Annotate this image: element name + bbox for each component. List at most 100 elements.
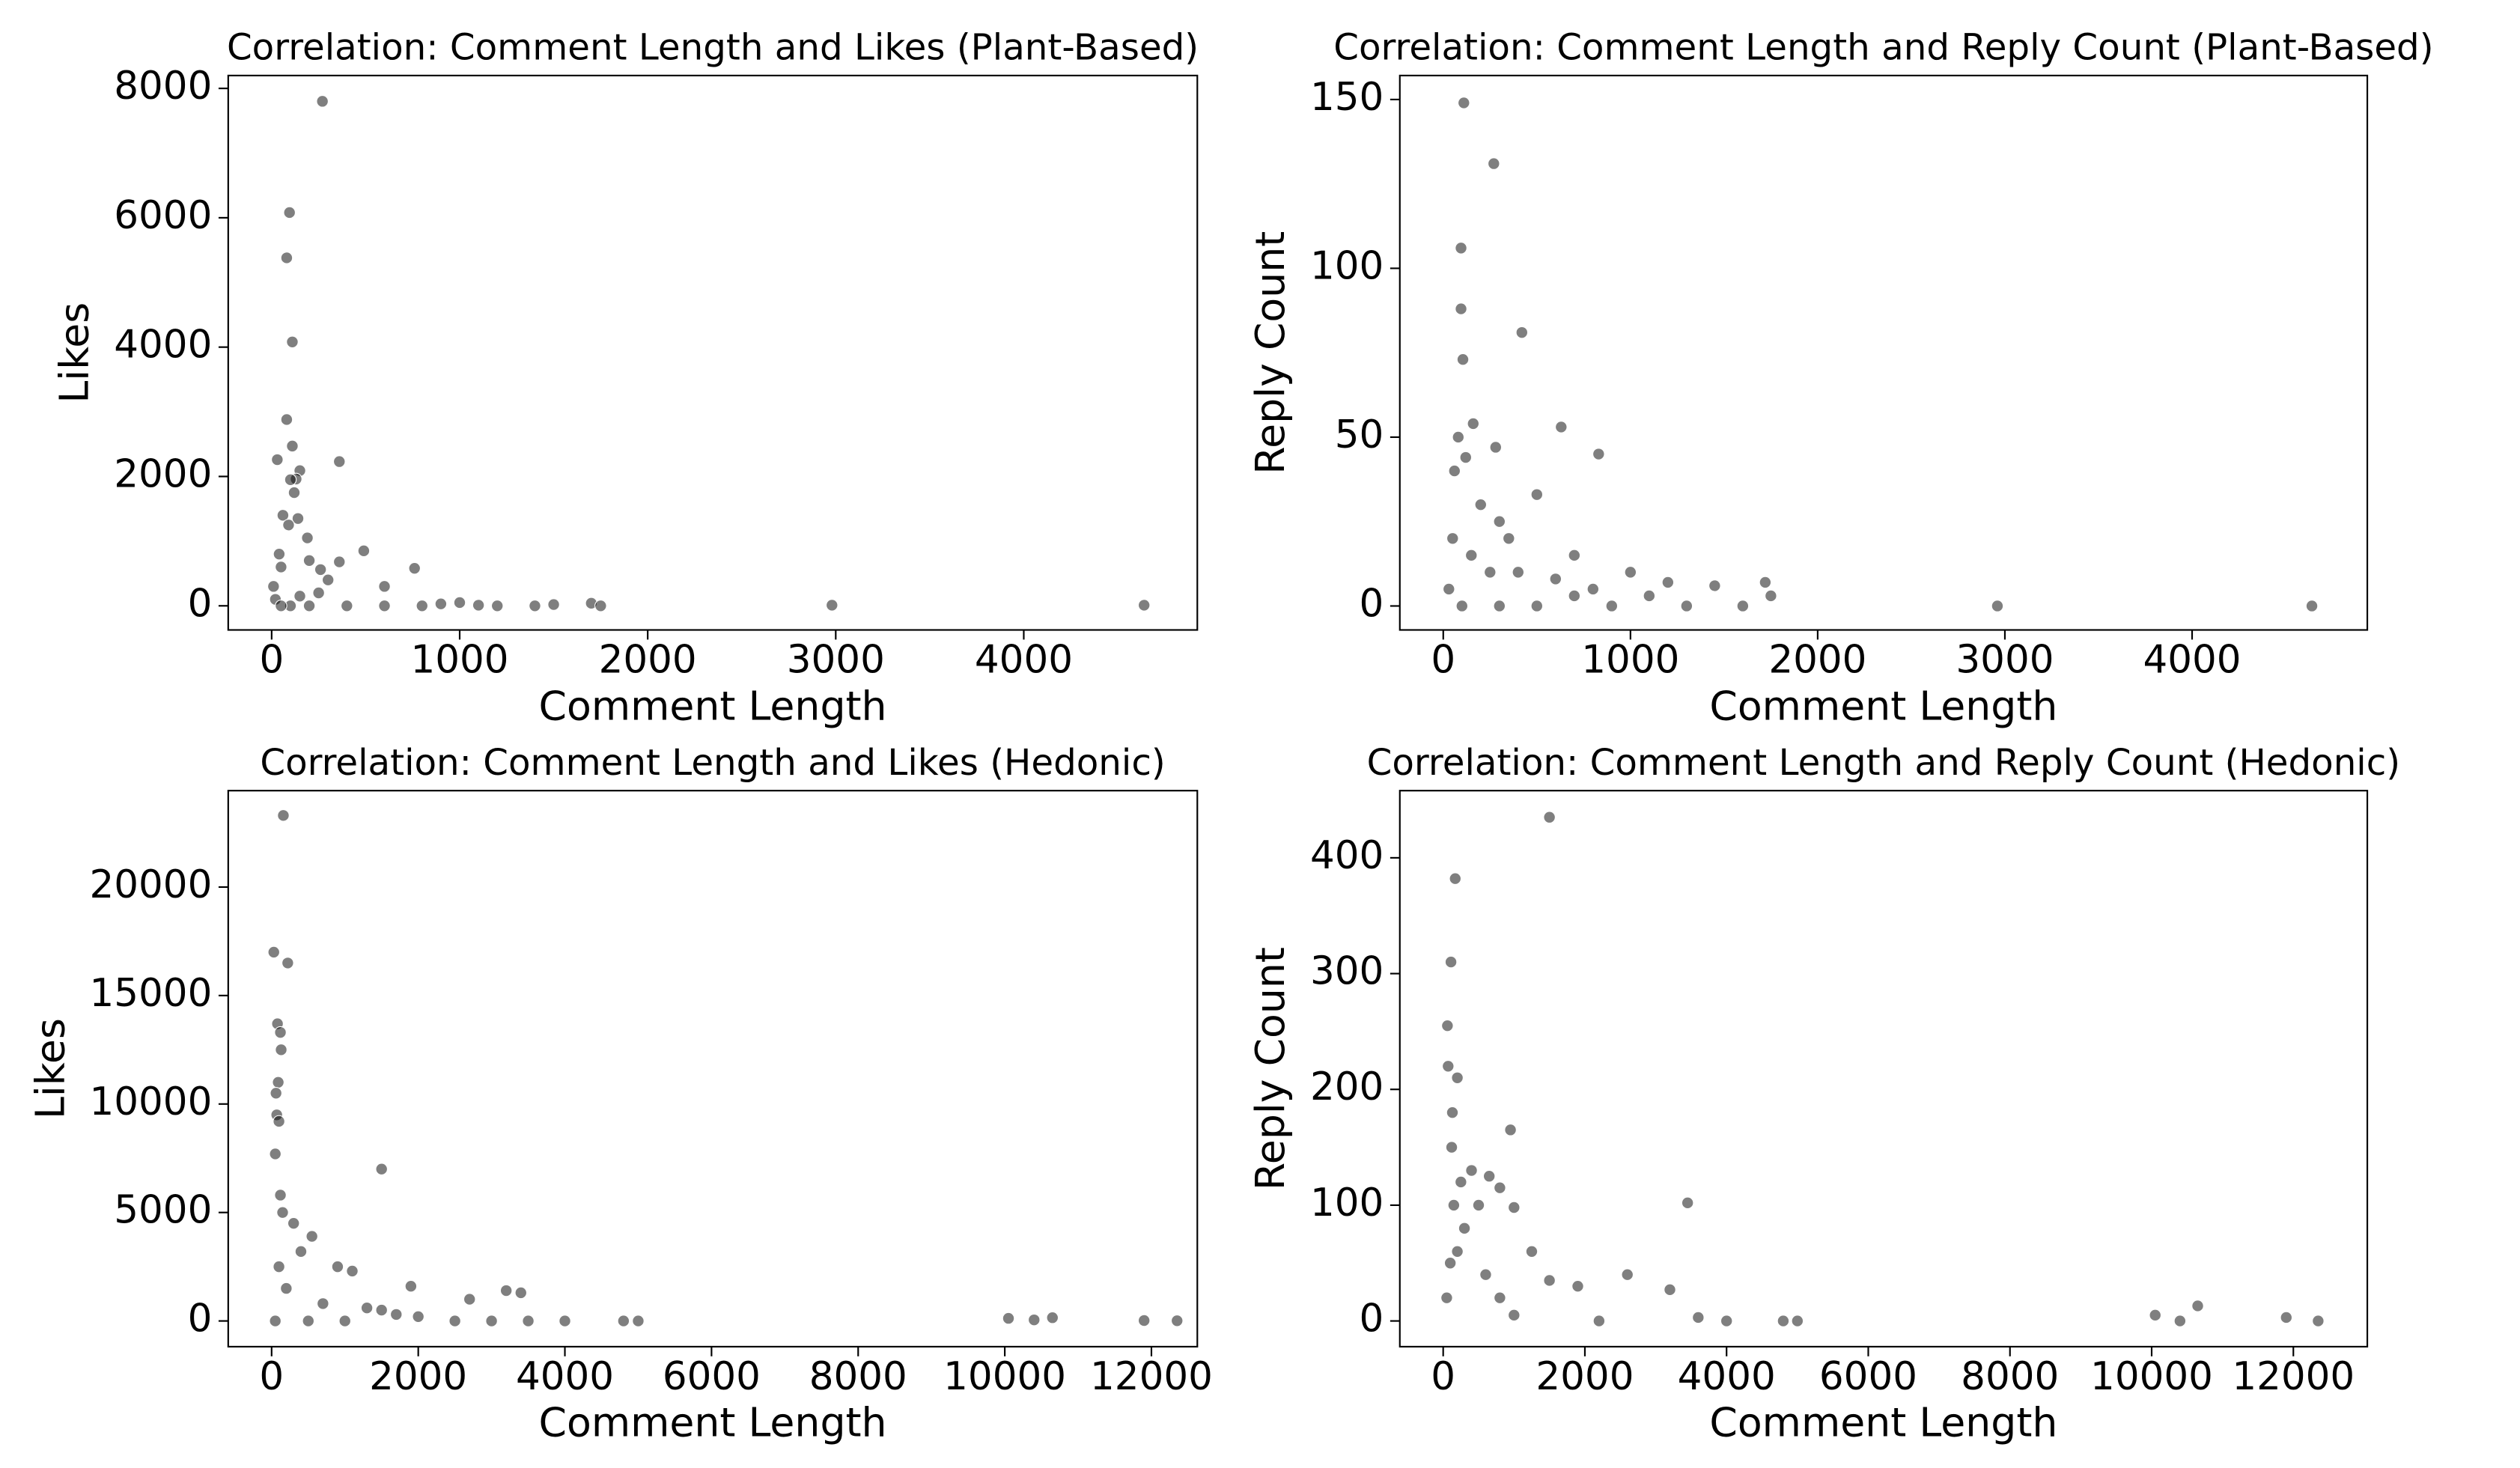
point <box>287 1216 300 1230</box>
subplot-title: Correlation: Comment Length and Reply Co… <box>1367 742 2400 784</box>
point <box>275 561 287 573</box>
point <box>280 413 293 426</box>
axes-frame <box>227 790 1199 1347</box>
x-tick-label: 2000 <box>1536 1354 1634 1399</box>
point <box>360 1301 374 1315</box>
x-tick-label: 2000 <box>599 637 697 682</box>
point <box>273 547 286 561</box>
point <box>1661 576 1675 589</box>
point <box>522 1315 535 1327</box>
x-tick-label: 8000 <box>1961 1354 2059 1399</box>
point <box>378 600 391 612</box>
point <box>1624 566 1637 579</box>
x-tick-label: 4000 <box>2143 637 2241 682</box>
point <box>1530 600 1544 612</box>
point <box>1440 1291 1453 1304</box>
point <box>284 473 297 487</box>
point <box>1530 488 1544 501</box>
point <box>273 1260 285 1273</box>
x-axis-label: Comment Length <box>539 1399 887 1446</box>
x-tick-label: 6000 <box>1819 1354 1917 1399</box>
point <box>269 1315 281 1327</box>
point <box>1791 1315 1804 1327</box>
y-axis-label: Reply Count <box>1247 947 1294 1190</box>
x-tick-label: 2000 <box>1768 637 1866 682</box>
point <box>1605 600 1619 612</box>
point <box>312 586 325 600</box>
point <box>378 580 391 593</box>
point <box>280 252 293 264</box>
point <box>283 206 296 219</box>
y-tick-label: 300 <box>1310 949 1384 994</box>
point <box>1446 532 1459 545</box>
point <box>826 599 839 612</box>
y-tick-label: 2000 <box>114 451 212 496</box>
point <box>1465 549 1478 562</box>
point <box>1543 1274 1556 1287</box>
point <box>274 1026 287 1039</box>
point <box>1759 576 1772 589</box>
point <box>1568 589 1581 603</box>
axes-frame <box>1399 74 2369 631</box>
point <box>1474 498 1488 511</box>
point <box>448 1315 461 1327</box>
point <box>1503 532 1515 545</box>
point <box>281 957 294 969</box>
point <box>1720 1315 1733 1327</box>
x-tick-label: 1000 <box>410 637 508 682</box>
point <box>1170 1315 1184 1327</box>
axes-frame <box>227 74 1199 631</box>
point <box>282 519 295 532</box>
point <box>412 1310 424 1324</box>
y-axis-label: Likes <box>51 302 98 403</box>
point <box>375 1163 388 1175</box>
y-tick-label: 0 <box>1360 1297 1384 1341</box>
axes-frame <box>1399 790 2369 1347</box>
point <box>277 809 290 822</box>
y-tick-label: 8000 <box>114 64 212 109</box>
point <box>276 1206 289 1219</box>
point <box>267 580 280 593</box>
point <box>416 600 429 612</box>
point <box>316 95 329 108</box>
y-axis-label: Reply Count <box>1247 231 1294 475</box>
point <box>1452 430 1465 444</box>
point <box>1765 589 1777 603</box>
point <box>286 335 299 349</box>
point <box>472 599 485 612</box>
point <box>1681 1196 1694 1210</box>
subplot: Correlation: Comment Length and Reply Co… <box>1247 742 2400 1446</box>
point <box>2305 600 2319 612</box>
point <box>2149 1309 2161 1322</box>
x-tick-label: 8000 <box>809 1354 907 1399</box>
point <box>302 600 316 612</box>
point <box>274 1189 287 1201</box>
point <box>1493 515 1506 528</box>
x-axis-label: Comment Length <box>539 682 887 729</box>
point <box>305 1230 318 1243</box>
point <box>1525 1245 1539 1258</box>
y-tick-label: 0 <box>1360 581 1384 626</box>
point <box>1571 1279 1584 1293</box>
point <box>453 596 466 609</box>
point <box>1448 464 1461 478</box>
point <box>275 600 287 612</box>
point <box>272 1076 284 1089</box>
point <box>2191 1300 2204 1312</box>
subplot: Correlation: Comment Length and Likes (H… <box>26 742 1212 1446</box>
point <box>1459 451 1473 464</box>
point <box>269 1148 281 1160</box>
point <box>270 1087 282 1100</box>
point <box>1680 600 1693 612</box>
y-tick-label: 400 <box>1310 833 1384 878</box>
point <box>559 1315 571 1327</box>
point <box>1482 1169 1496 1183</box>
subplot-title: Correlation: Comment Length and Likes (P… <box>227 27 1199 69</box>
point <box>1455 302 1467 315</box>
point <box>1442 1060 1455 1073</box>
x-tick-label: 1000 <box>1581 637 1679 682</box>
point <box>1512 566 1525 579</box>
point <box>293 590 306 603</box>
